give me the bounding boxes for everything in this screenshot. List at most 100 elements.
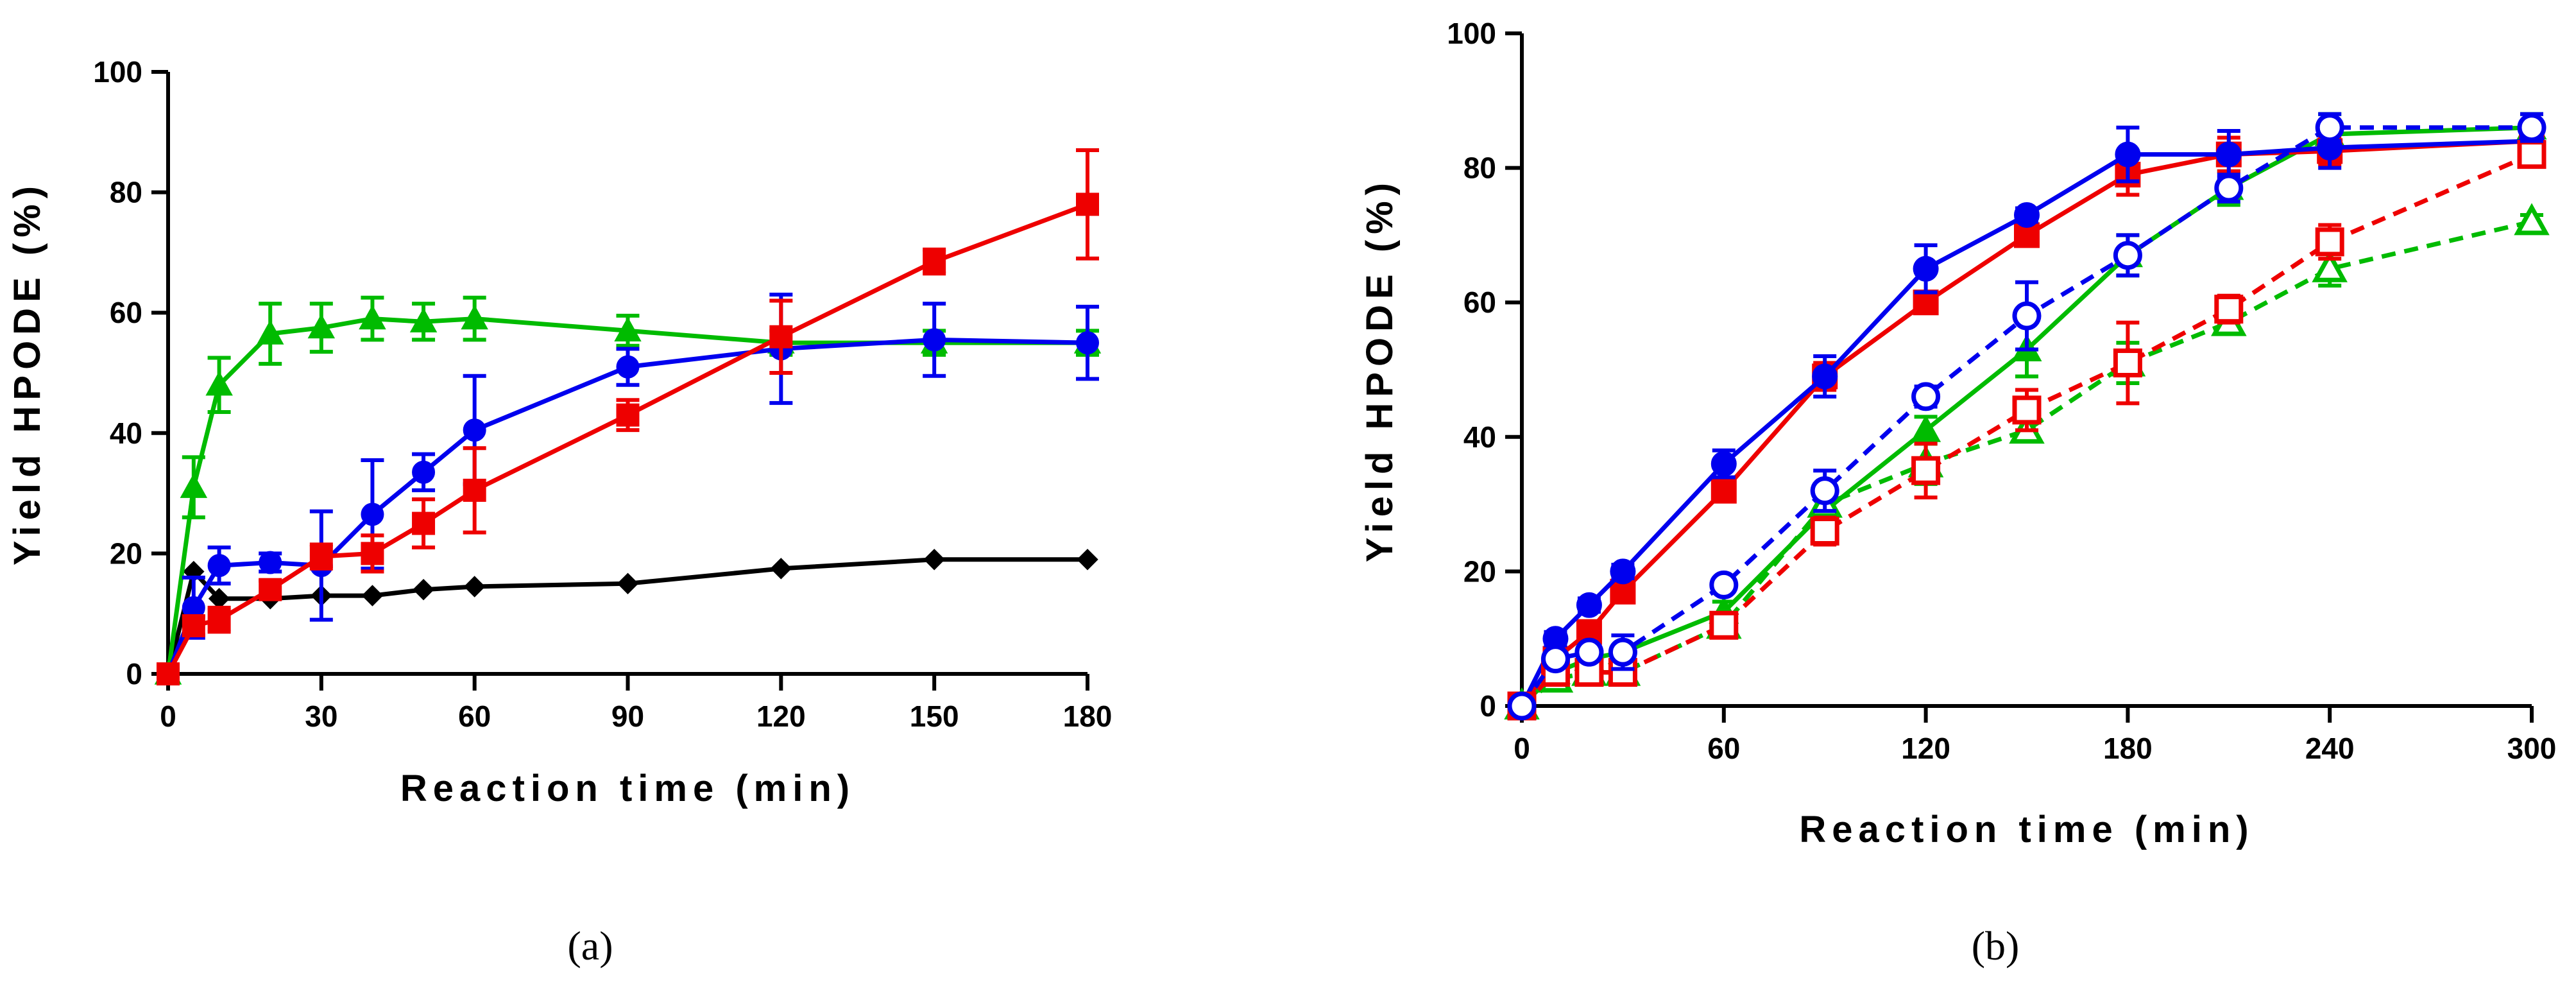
data-point xyxy=(1507,691,1537,721)
y-tick-label: 60 xyxy=(110,296,142,329)
x-tick-label: 60 xyxy=(1707,732,1740,765)
y-tick-label: 20 xyxy=(1463,555,1496,588)
data-point xyxy=(1076,331,1099,355)
y-tick-label: 100 xyxy=(93,55,142,89)
data-point xyxy=(1911,415,1941,442)
data-point xyxy=(616,355,640,379)
y-tick-label: 80 xyxy=(110,176,142,209)
x-tick-label: 90 xyxy=(611,700,644,733)
y-axis-title: Yield HPODE (%) xyxy=(1359,177,1401,562)
data-point xyxy=(205,371,233,396)
y-tick-label: 100 xyxy=(1447,17,1496,50)
data-point xyxy=(412,460,436,484)
data-point xyxy=(1810,476,1839,506)
data-point xyxy=(923,549,945,571)
series-line xyxy=(166,337,1088,675)
data-point xyxy=(1710,451,1737,477)
data-point xyxy=(614,316,642,341)
data-point xyxy=(207,554,231,578)
panel-label: (b) xyxy=(1972,923,2020,968)
data-point xyxy=(2312,250,2348,282)
data-point xyxy=(1810,517,1839,546)
data-point xyxy=(1574,637,1604,667)
data-point xyxy=(461,304,488,330)
series-6 xyxy=(1507,112,2546,721)
series-line xyxy=(1520,125,2532,708)
series-2 xyxy=(154,295,1102,685)
data-point xyxy=(1576,592,1602,618)
data-point xyxy=(2115,141,2141,168)
data-point xyxy=(1911,382,1941,411)
series-line xyxy=(166,316,1088,675)
data-point xyxy=(412,512,436,535)
data-point xyxy=(2215,141,2242,168)
data-point xyxy=(463,478,486,502)
data-point xyxy=(2012,301,2042,331)
data-point xyxy=(1911,456,1941,485)
data-point xyxy=(2514,203,2550,236)
data-point xyxy=(616,403,640,427)
x-tick-label: 0 xyxy=(1514,732,1530,765)
series-3 xyxy=(157,293,1099,685)
data-point xyxy=(1913,255,1939,282)
y-tick-label: 60 xyxy=(1463,286,1496,319)
data-point xyxy=(361,542,384,565)
data-point xyxy=(409,307,438,332)
data-point xyxy=(1077,549,1098,571)
data-point xyxy=(257,320,284,345)
series-line xyxy=(166,202,1089,675)
x-tick-label: 180 xyxy=(2103,732,2153,765)
data-point xyxy=(1709,570,1739,599)
y-tick-label: 80 xyxy=(1463,151,1496,185)
data-point xyxy=(359,304,386,330)
x-tick-label: 240 xyxy=(2305,732,2355,765)
y-axis-title: Yield HPODE (%) xyxy=(6,180,48,565)
data-point xyxy=(769,325,793,348)
data-point xyxy=(617,572,639,595)
data-point xyxy=(1710,477,1737,504)
data-point xyxy=(2517,113,2546,142)
data-point xyxy=(2214,295,2244,324)
x-tick-label: 120 xyxy=(756,700,806,733)
data-point xyxy=(770,558,792,580)
x-tick-label: 0 xyxy=(160,700,176,733)
series-5 xyxy=(1507,140,2546,721)
x-axis-title: Reaction time (min) xyxy=(400,768,855,809)
data-point xyxy=(923,250,946,273)
data-point xyxy=(182,614,205,637)
data-point xyxy=(180,473,208,498)
data-point xyxy=(309,545,333,569)
data-point xyxy=(2315,113,2344,142)
data-point xyxy=(259,578,282,601)
data-point xyxy=(2214,173,2244,203)
data-point xyxy=(207,608,231,632)
data-point xyxy=(2113,241,2142,270)
data-point xyxy=(1076,193,1099,216)
data-point xyxy=(1608,637,1637,667)
x-tick-label: 150 xyxy=(910,700,959,733)
data-point xyxy=(361,503,384,526)
series-4 xyxy=(157,148,1099,685)
data-point xyxy=(259,551,282,574)
data-point xyxy=(2315,227,2344,257)
data-point xyxy=(2517,140,2546,169)
data-point xyxy=(2014,202,2040,228)
x-tick-label: 60 xyxy=(458,700,491,733)
y-tick-label: 40 xyxy=(1463,420,1496,454)
x-tick-label: 120 xyxy=(1901,732,1950,765)
data-point xyxy=(1709,610,1739,640)
x-tick-label: 30 xyxy=(305,700,337,733)
x-tick-label: 300 xyxy=(2507,732,2557,765)
data-point xyxy=(1610,558,1636,585)
y-tick-label: 40 xyxy=(110,417,142,450)
y-tick-label: 0 xyxy=(1480,689,1496,723)
y-tick-label: 0 xyxy=(126,657,142,691)
x-tick-label: 180 xyxy=(1063,700,1113,733)
data-point xyxy=(361,585,384,607)
panel-label: (a) xyxy=(567,923,613,968)
data-point xyxy=(1540,644,1570,674)
chart-panel-a: 0 20 40 60 80 100 0 30 60 90 120 150 180 Reaction tim… xyxy=(6,55,1112,968)
y-tick-label: 20 xyxy=(110,537,142,570)
